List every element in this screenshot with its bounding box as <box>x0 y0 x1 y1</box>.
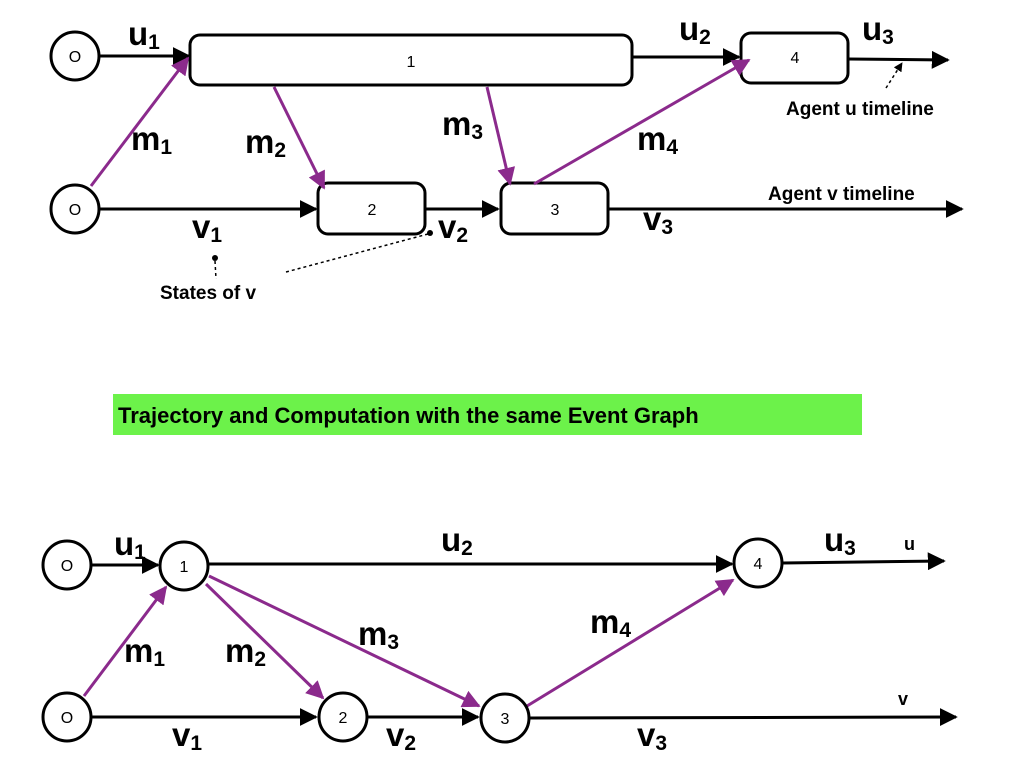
bottom-node-1-circle <box>158 540 210 592</box>
bottom-m1-label: m1 <box>124 632 165 671</box>
top-u3-edge <box>847 50 950 69</box>
bottom-origin-u-circle <box>41 539 93 591</box>
bottom-u3-edge <box>782 552 946 571</box>
bottom-v2-label: v2 <box>386 716 416 755</box>
bottom-u1-label: u1 <box>114 525 146 564</box>
top-state-4-box <box>739 31 850 85</box>
bottom-m4-label: m4 <box>590 603 631 642</box>
states-of-v-pointer-2 <box>285 233 429 273</box>
bottom-v1-label: v1 <box>172 716 202 755</box>
bottom-timeline-u-label: u <box>904 534 915 554</box>
top-state-2-box <box>316 181 427 236</box>
top-diagram: O O 1 4 2 3 u1 u2 u3 v1 v2 v3 m1 <box>49 10 964 304</box>
banner-title: Trajectory and Computation with the same… <box>118 403 699 428</box>
bottom-m3-label: m3 <box>358 615 399 654</box>
bottom-v3-edge <box>529 708 958 727</box>
top-state-1-label: 1 <box>407 54 416 71</box>
bottom-m1-edge <box>82 585 168 697</box>
bottom-node-2-circle <box>317 691 369 743</box>
bottom-origin-v-label: O <box>61 710 73 727</box>
top-state-1-box <box>188 33 634 87</box>
bottom-node-4-label: 4 <box>754 556 763 573</box>
top-u1-label: u1 <box>128 15 160 54</box>
top-origin-v-label: O <box>69 202 81 219</box>
bottom-m3-edge <box>208 574 481 708</box>
states-of-v-dot-1 <box>212 255 218 261</box>
states-of-v-pointer-1 <box>214 260 217 280</box>
top-v2-label: v2 <box>438 208 468 247</box>
top-m4-edge <box>533 58 751 186</box>
bottom-node-3-circle <box>479 692 531 744</box>
agent-u-timeline-note: Agent u timeline <box>786 99 934 120</box>
bottom-u3-label: u3 <box>824 521 856 560</box>
top-u2-label: u2 <box>679 10 711 49</box>
bottom-u2-label: u2 <box>441 521 473 560</box>
top-m1-label: m1 <box>131 120 172 159</box>
top-state-3-label: 3 <box>551 202 560 219</box>
bottom-node-2-label: 2 <box>339 710 348 727</box>
top-u3-label: u3 <box>862 10 894 49</box>
states-of-v-note: States of v <box>160 283 257 304</box>
top-state-2-label: 2 <box>368 202 377 219</box>
top-m3-label: m3 <box>442 105 483 144</box>
bottom-origin-v-circle <box>41 691 93 743</box>
bottom-m2-edge <box>204 582 325 700</box>
top-state-3-box <box>499 181 610 236</box>
banner-background <box>113 394 862 435</box>
top-state-4-label: 4 <box>791 50 800 67</box>
bottom-node-4-circle <box>732 537 784 589</box>
bottom-node-3-label: 3 <box>501 711 510 728</box>
bottom-m4-edge <box>526 578 735 708</box>
agent-v-timeline-note: Agent v timeline <box>768 184 915 205</box>
top-m4-label: m4 <box>637 120 678 159</box>
states-of-v-dot-2 <box>427 230 433 236</box>
bottom-diagram: O O 1 4 2 3 u1 u2 u3 u v1 v2 v3 v m1 m2 … <box>41 521 958 755</box>
bottom-timeline-v-label: v <box>898 689 908 709</box>
bottom-origin-u-label: O <box>61 558 73 575</box>
top-m1-edge <box>89 56 190 187</box>
top-m3-edge <box>485 86 516 186</box>
top-v3-label: v3 <box>643 200 673 239</box>
top-m2-label: m2 <box>245 123 286 162</box>
bottom-v3-label: v3 <box>637 716 667 755</box>
top-v1-label: v1 <box>192 208 222 247</box>
agent-u-pointer <box>885 62 903 89</box>
bottom-m2-label: m2 <box>225 632 266 671</box>
bottom-node-1-label: 1 <box>180 559 189 576</box>
top-m2-edge <box>272 86 326 190</box>
top-origin-u-label: O <box>69 49 81 66</box>
